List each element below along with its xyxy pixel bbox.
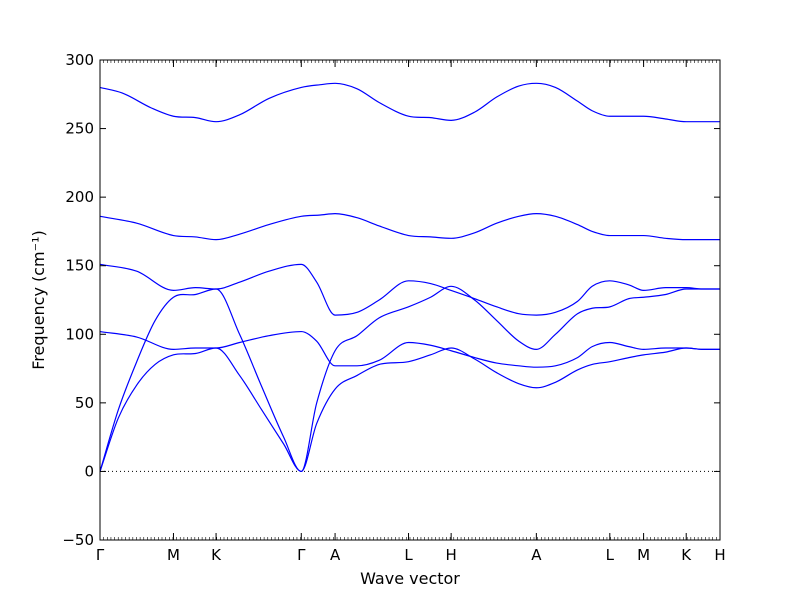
plot-background — [100, 60, 720, 540]
plot-frame — [99, 59, 721, 541]
y-tick-label: 100 — [65, 325, 94, 343]
series-layer — [99, 82, 720, 473]
x-tick-label: H — [714, 546, 725, 564]
x-tick-label: K — [681, 546, 692, 564]
band-line-3 — [99, 330, 720, 368]
band-line-2 — [99, 285, 720, 473]
x-tick-label: M — [167, 546, 180, 564]
band-line-6 — [99, 82, 720, 123]
x-tick-label: A — [531, 546, 542, 564]
band-line-5 — [99, 212, 720, 241]
band-line-1 — [99, 347, 720, 473]
y-tick-label: 250 — [65, 120, 94, 138]
y-axis-title: Frequency (cm⁻¹) — [29, 230, 48, 369]
x-tick-label: L — [404, 546, 413, 564]
band-line-4 — [99, 263, 720, 316]
y-tick-label: 300 — [65, 51, 94, 69]
x-tick-label: A — [330, 546, 341, 564]
label-layer: −50 0 50 100 150 200 250 300 Γ M K Γ A L H A L M K H — [62, 51, 725, 564]
x-tick-label: H — [445, 546, 456, 564]
x-tick-label: L — [606, 546, 615, 564]
y-tick-label: 50 — [75, 394, 94, 412]
y-tick-label: −50 — [62, 531, 94, 549]
x-tick-label: M — [637, 546, 650, 564]
x-tick-label: Γ — [96, 546, 105, 564]
x-tick-label: Γ — [297, 546, 306, 564]
x-axis-title: Wave vector — [360, 569, 460, 588]
y-tick-label: 0 — [84, 462, 94, 480]
y-tick-label: 200 — [65, 188, 94, 206]
y-tick-label: 150 — [65, 257, 94, 275]
x-tick-label: K — [211, 546, 222, 564]
